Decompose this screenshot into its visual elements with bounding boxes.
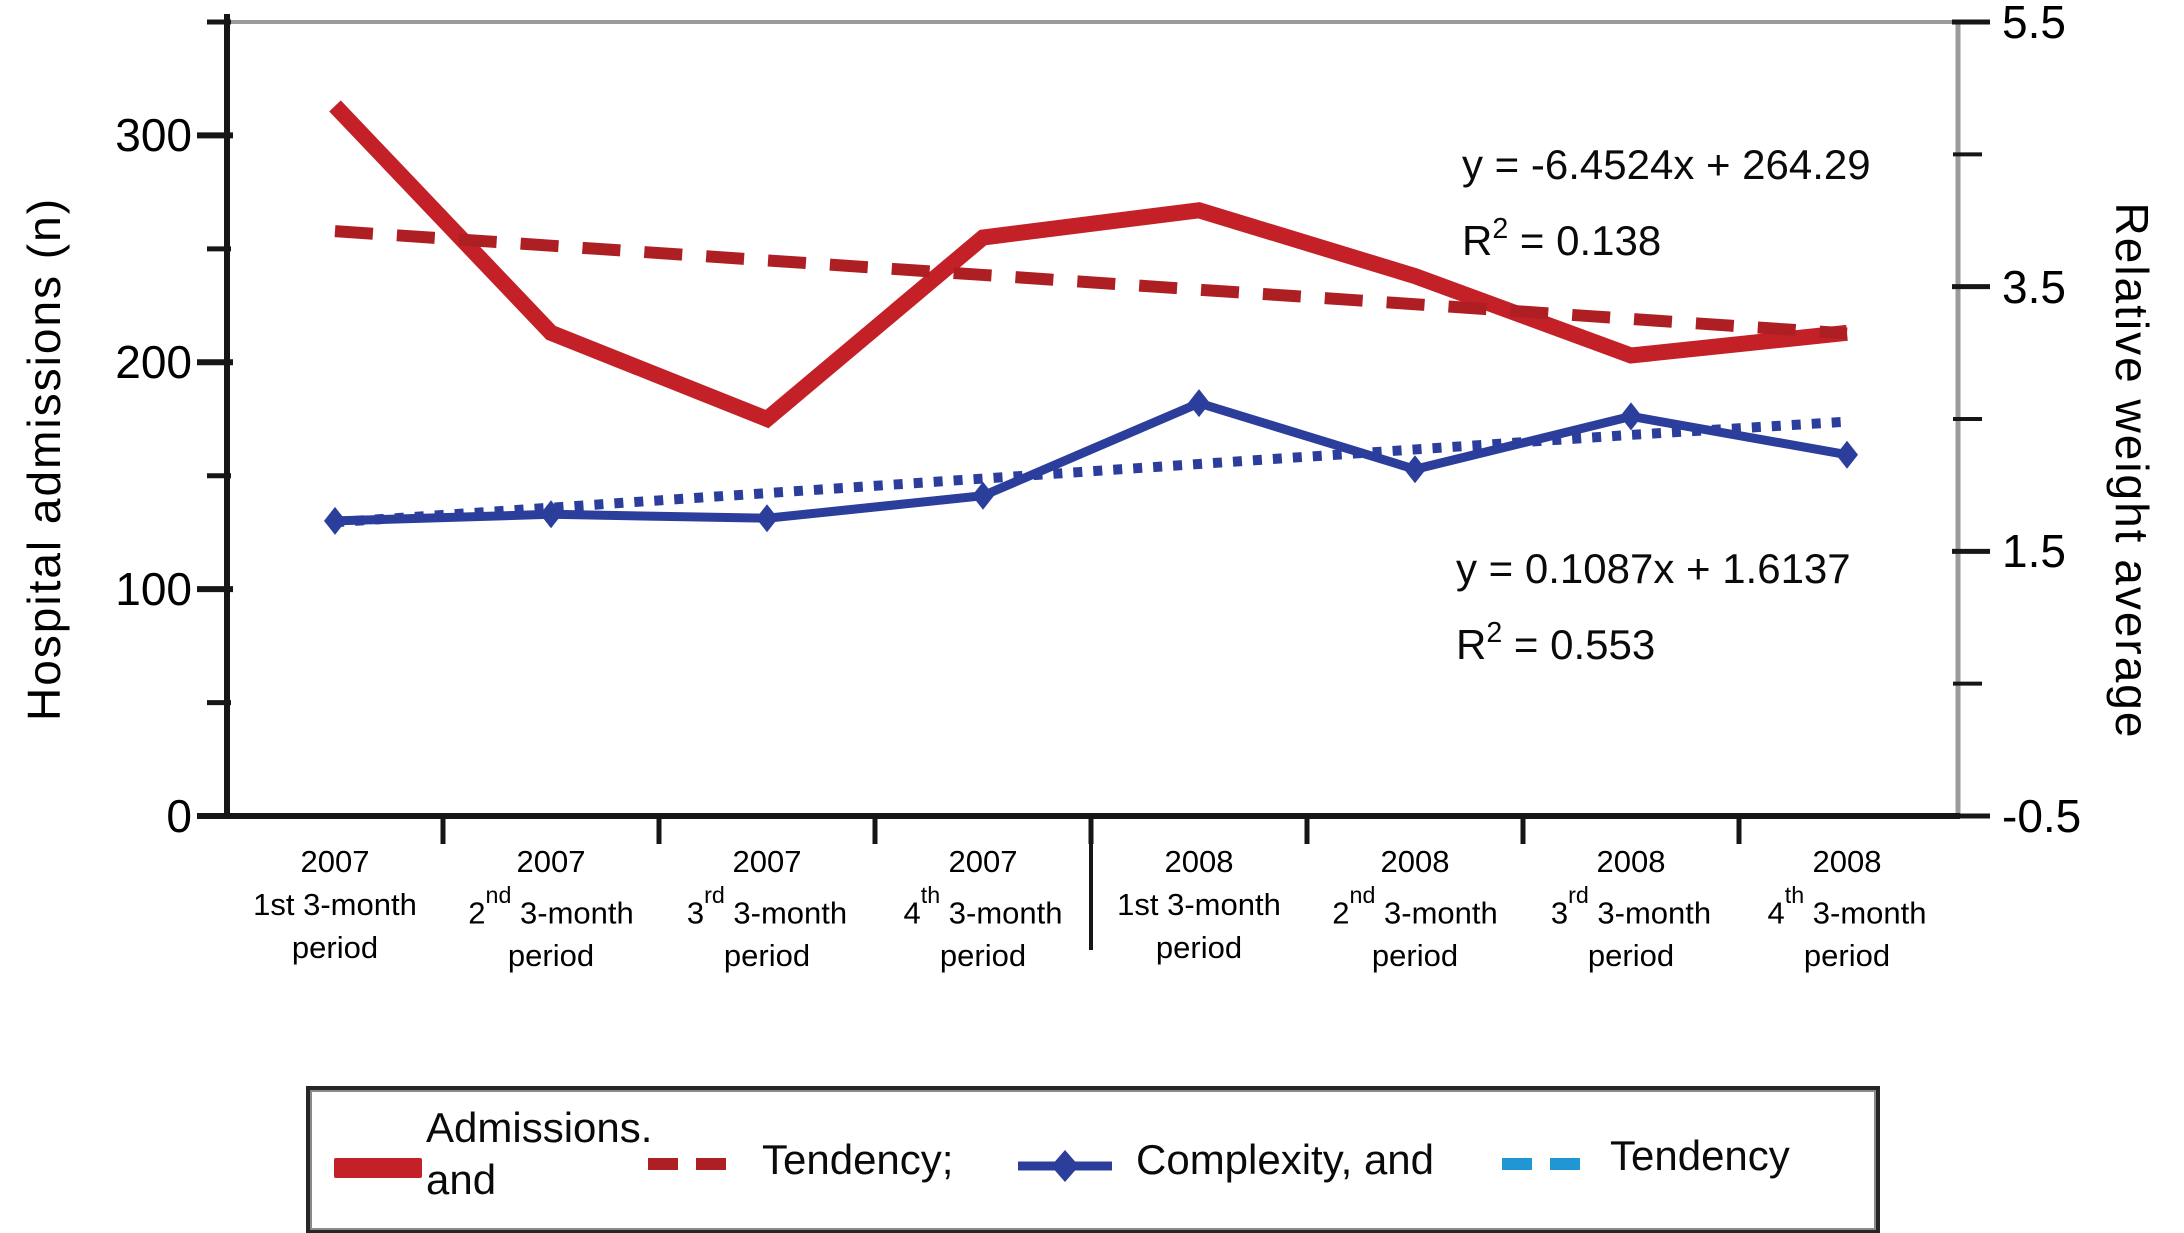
left-axis-title: Hospital admissions (n) <box>18 196 70 722</box>
complexity-point-marker <box>972 481 994 510</box>
complexity-line-swatch <box>1018 1150 1112 1182</box>
legend-label-admissions: Admissions. and <box>426 1104 653 1203</box>
complexity-tendency-swatch <box>1502 1158 1588 1170</box>
admissions-tendency-swatch <box>648 1158 734 1170</box>
admissions-line <box>329 100 1848 429</box>
legend-label-tendency-admissions: Tendency; <box>762 1136 954 1183</box>
x-category-label: 2008 1st 3-month period <box>1117 844 1281 965</box>
tendency-line-admissions <box>334 225 1848 340</box>
r-squared-line: R2 = 0.138 <box>1462 213 1662 264</box>
equation-line: y = 0.1087x + 1.6137 <box>1456 545 1851 592</box>
legend: Admissions. and Tendency; Complexity, an… <box>306 1086 1880 1233</box>
complexity-point-marker <box>1620 402 1642 431</box>
left-axis-tick-label: 100 <box>115 563 192 616</box>
left-axis-tick-label: 200 <box>115 336 192 389</box>
x-category-label: 2007 3rd 3-month period <box>686 844 848 974</box>
trendline-equation-complexity: y = 0.1087x + 1.6137 R2 = 0.553 <box>1456 536 1851 678</box>
right-axis-tick-label: -0.5 <box>2002 790 2082 842</box>
complexity-point-marker <box>1836 440 1858 469</box>
right-axis-tick-label: 5.5 <box>2002 0 2066 48</box>
tendency-line-complexity <box>334 416 1848 528</box>
equation-line: y = -6.4524x + 264.29 <box>1462 141 1871 188</box>
x-category-label: 2007 2nd 3-month period <box>468 844 634 974</box>
right-axis-tick-label: 3.5 <box>2002 260 2066 313</box>
legend-label-tendency-complexity: Tendency <box>1610 1132 1790 1179</box>
x-category-label: 2008 3rd 3-month period <box>1550 844 1712 974</box>
right-axis-tick-label: 1.5 <box>2002 525 2066 578</box>
complexity-point-marker <box>540 500 562 529</box>
complexity-point-marker <box>1188 389 1210 418</box>
x-category-label: 2007 4th 3-month period <box>903 844 1063 974</box>
x-category-label: 2007 1st 3-month period <box>253 844 417 965</box>
left-axis-tick-label: 0 <box>166 790 192 842</box>
left-axis-tick-label: 300 <box>115 109 192 162</box>
x-category-label: 2008 2nd 3-month period <box>1332 844 1498 974</box>
complexity-line <box>334 398 1848 526</box>
complexity-point-marker <box>756 504 778 533</box>
legend-label-complexity: Complexity, and <box>1136 1136 1435 1183</box>
admissions-line-swatch <box>334 1158 422 1178</box>
complexity-point-marker <box>1404 455 1426 484</box>
right-axis-title: Relative weight average <box>2106 202 2158 740</box>
trendline-equation-admissions: y = -6.4524x + 264.29 R2 = 0.138 <box>1462 132 1871 274</box>
r-squared-line: R2 = 0.553 <box>1456 617 1656 668</box>
x-category-label: 2008 4th 3-month period <box>1767 844 1927 974</box>
